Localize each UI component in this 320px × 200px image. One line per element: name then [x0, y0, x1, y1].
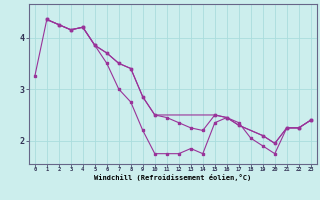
X-axis label: Windchill (Refroidissement éolien,°C): Windchill (Refroidissement éolien,°C) — [94, 174, 252, 181]
